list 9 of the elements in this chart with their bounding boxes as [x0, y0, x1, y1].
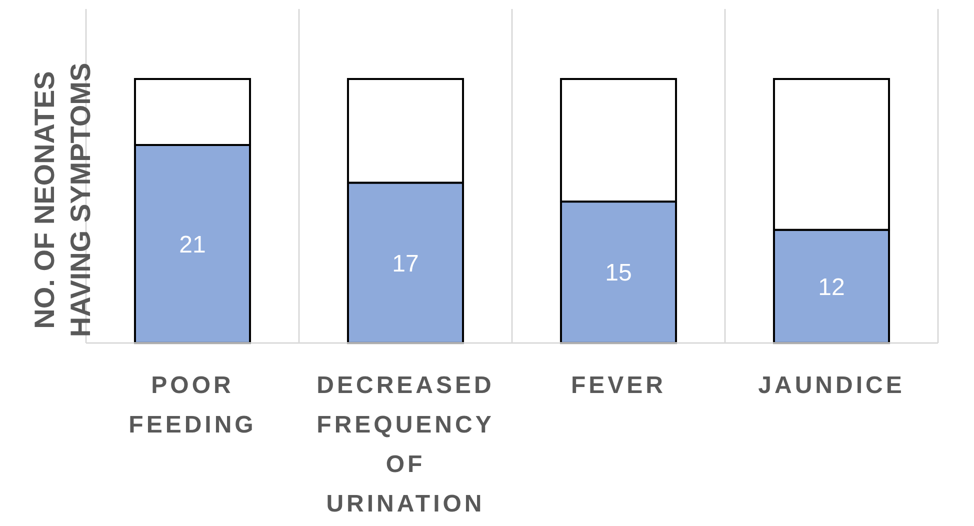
y-axis-title: NO. OF NEONATES HAVING SYMPTOMS	[29, 62, 96, 338]
x-tick-label: POOR FEEDING	[128, 372, 256, 438]
x-tick-label: FEVER	[570, 372, 666, 399]
data-label: 21	[179, 231, 206, 258]
data-label: 15	[605, 260, 632, 287]
x-tick-label: DECREASED FREQUENCY OF URINATION	[316, 372, 494, 518]
data-label: 12	[818, 274, 845, 301]
x-tick-label: JAUNDICE	[758, 372, 905, 399]
data-label: 17	[392, 250, 419, 278]
